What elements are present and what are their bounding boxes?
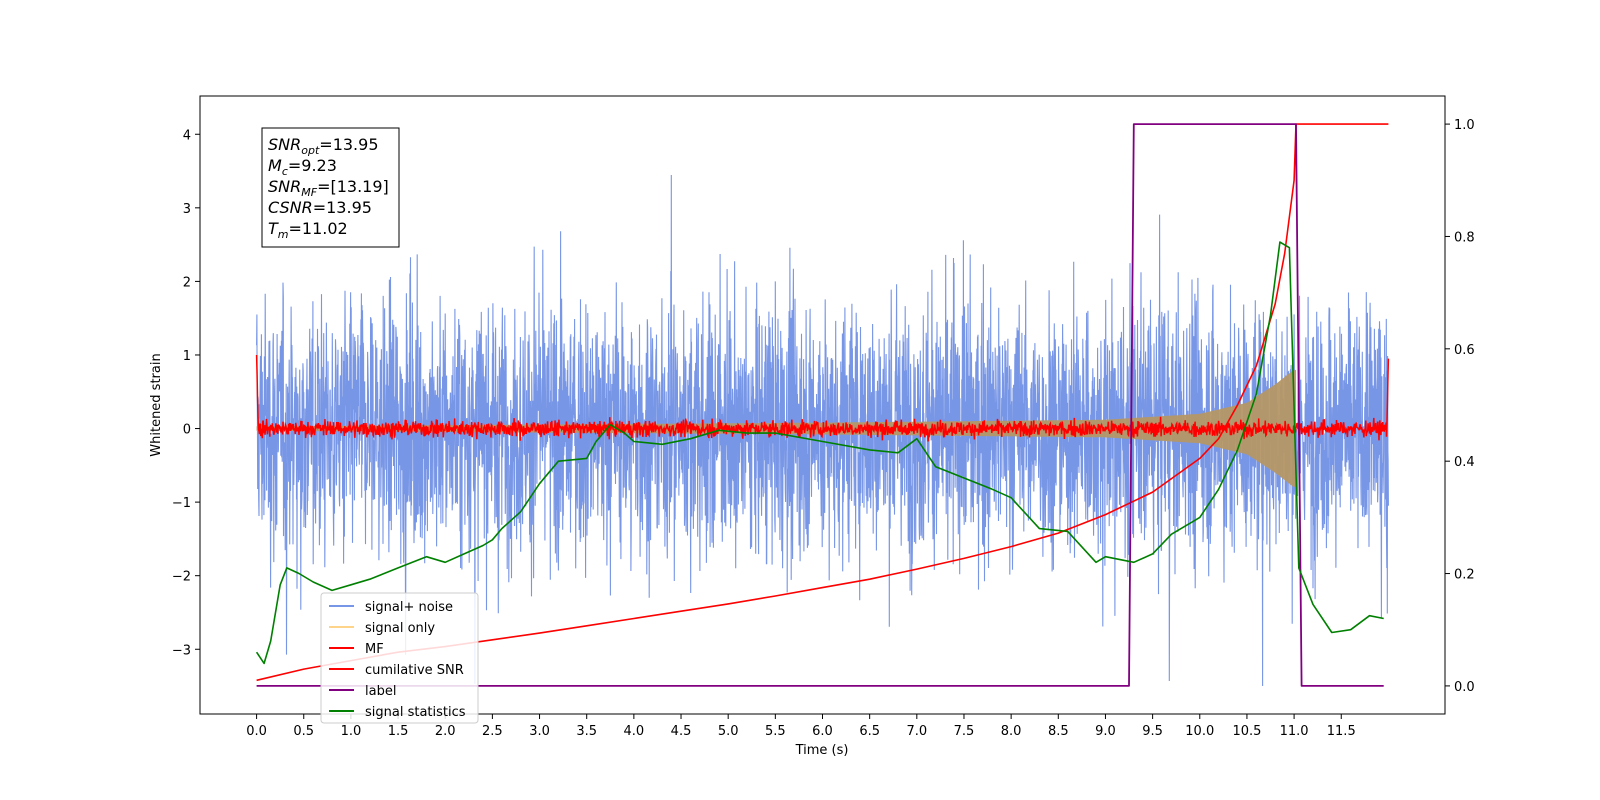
y-axis-label: Whitened strain (149, 353, 164, 456)
x-tick-label: 9.5 (1142, 724, 1163, 739)
x-tick-label: 1.5 (388, 724, 409, 739)
y-tick-label: −1 (172, 496, 191, 511)
x-tick-label: 2.0 (435, 724, 456, 739)
x-tick-label: 4.5 (671, 724, 692, 739)
x-tick-label: 10.0 (1185, 724, 1214, 739)
series-signal-statistics (255, 241, 1384, 665)
legend-label: signal statistics (365, 705, 466, 720)
series-mf (255, 354, 1390, 442)
y2-tick-label: 0.8 (1454, 230, 1475, 245)
info-line: SNRMF=[13.19] (268, 177, 389, 199)
x-tick-label: 8.0 (1001, 724, 1022, 739)
x-tick-label: 2.5 (482, 724, 503, 739)
series-label (256, 123, 1384, 687)
y-tick-label: −2 (172, 570, 191, 585)
legend-label: signal+ noise (365, 600, 453, 615)
x-tick-label: 3.0 (529, 724, 550, 739)
legend-label: cumilative SNR (365, 663, 464, 678)
x-axis-label: Time (s) (795, 743, 849, 758)
y-tick-label: 1 (183, 349, 191, 364)
info-line: Mc=9.23 (268, 156, 337, 178)
legend: signal+ noise signal only MF cumilative SNR… (320, 592, 479, 724)
x-tick-label: 7.0 (906, 724, 927, 739)
info-box-frame (261, 127, 400, 248)
legend-label: label (365, 684, 396, 699)
x-tick-label: 0.5 (293, 724, 314, 739)
x-tick-label: 11.0 (1280, 724, 1309, 739)
y-tick-label: −3 (172, 643, 191, 658)
y2-tick-label: 0.6 (1454, 343, 1475, 358)
info-line: CSNR=13.95 (268, 198, 372, 217)
legend-label: signal only (365, 621, 435, 636)
y2-tick-label: 0.0 (1454, 680, 1475, 695)
legend-frame (320, 592, 479, 724)
x-tick-label: 5.5 (765, 724, 786, 739)
y2-tick-label: 1.0 (1454, 118, 1475, 133)
legend-label: MF (365, 642, 384, 657)
x-tick-label: 4.0 (624, 724, 645, 739)
y2-tick-label: 0.2 (1454, 568, 1475, 583)
y-tick-label: 4 (183, 128, 191, 143)
y-tick-label: 0 (183, 423, 191, 438)
x-tick-label: 8.5 (1048, 724, 1069, 739)
y-tick-label: 2 (183, 275, 191, 290)
x-tick-label: 0.0 (246, 724, 267, 739)
y2-tick-label: 0.4 (1454, 455, 1475, 470)
x-tick-label: 1.0 (341, 724, 362, 739)
x-tick-label: 6.5 (859, 724, 880, 739)
info-box: SNRopt=13.95Mc=9.23SNRMF=[13.19]CSNR=13.… (261, 127, 400, 248)
y-axis-right: 0.0 0.2 0.4 0.6 0.8 1.0 (1445, 118, 1475, 695)
info-line: SNRopt=13.95 (268, 135, 379, 157)
x-tick-label: 7.5 (954, 724, 975, 739)
x-tick-label: 9.0 (1095, 724, 1116, 739)
x-tick-label: 11.5 (1327, 724, 1356, 739)
x-tick-label: 5.0 (718, 724, 739, 739)
x-axis: 0.0 0.5 1.0 1.5 2.0 2.5 3.0 3.5 4.0 4.5 5.0 5.5 6.0 6… (246, 714, 1356, 739)
x-tick-label: 3.5 (576, 724, 597, 739)
info-line: Tm=11.02 (268, 219, 348, 241)
y-axis-left: −3 −2 −1 0 1 2 3 4 (172, 128, 200, 658)
x-tick-label: 10.5 (1232, 724, 1261, 739)
x-tick-label: 6.0 (812, 724, 833, 739)
y-tick-label: 3 (183, 202, 191, 217)
